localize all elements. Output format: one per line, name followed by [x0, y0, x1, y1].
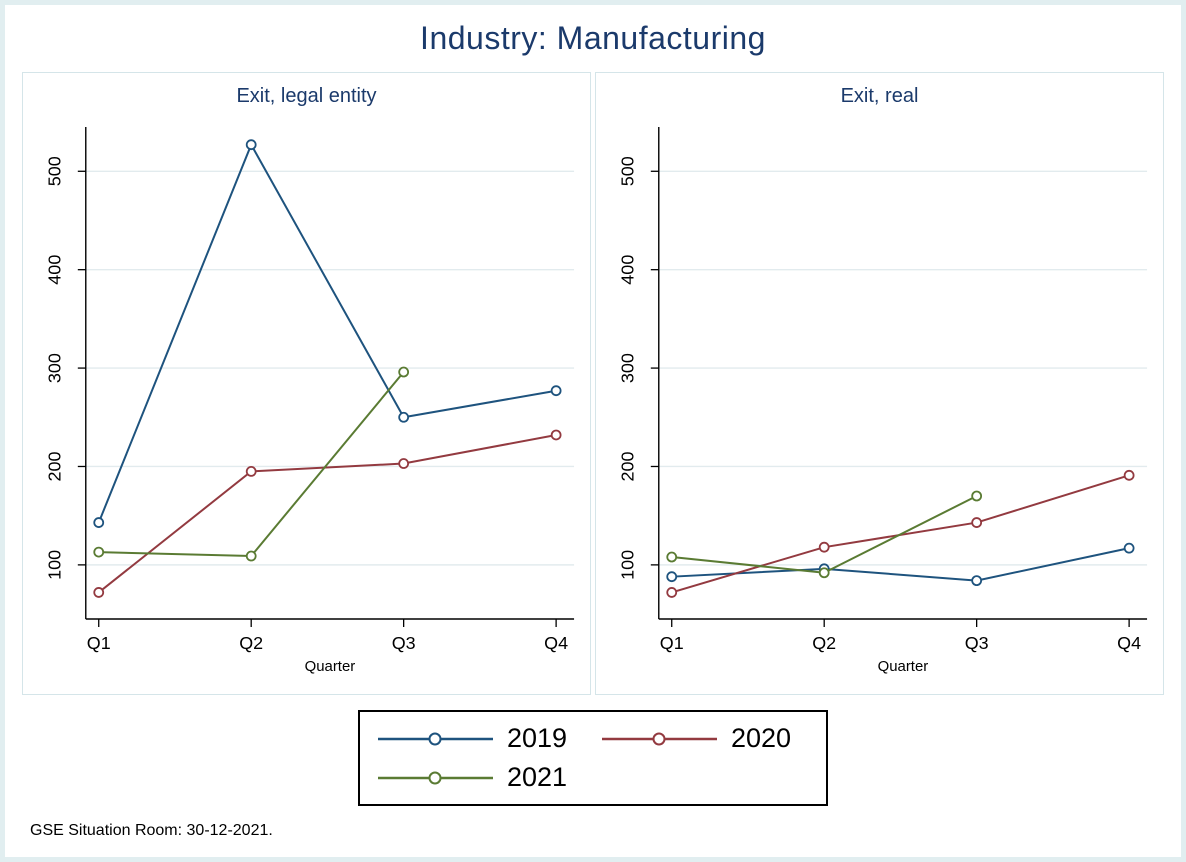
legend-box: 2019 2020 2021	[358, 710, 828, 806]
svg-text:300: 300	[45, 353, 65, 383]
legend-label-2021: 2021	[507, 762, 568, 792]
svg-text:200: 200	[45, 451, 65, 481]
svg-text:Q2: Q2	[812, 633, 836, 653]
svg-text:Q1: Q1	[87, 633, 111, 653]
svg-text:500: 500	[618, 156, 638, 186]
legend-label-2020: 2020	[731, 723, 792, 753]
svg-text:400: 400	[45, 255, 65, 285]
legend-entry-2020: 2020	[602, 723, 826, 754]
svg-text:Quarter: Quarter	[305, 658, 356, 675]
legend-swatch-2021-line-marker-icon	[378, 771, 493, 784]
svg-text:Q4: Q4	[1117, 633, 1141, 653]
plot-exit-legal-entity: 100 200 300 400 500 Q1 Q2 Q3 Q4 Quarter	[45, 127, 575, 675]
svg-text:100: 100	[45, 550, 65, 580]
legend-swatch-2019-line-marker-icon	[378, 732, 493, 745]
plot-exit-real: 100 200 300 400 500 Q1 Q2 Q3 Q4 Quarter	[618, 127, 1148, 675]
svg-text:100: 100	[618, 550, 638, 580]
legend-swatch-2020-line-marker-icon	[602, 732, 717, 745]
panel-title-exit-real: Exit, real	[840, 84, 919, 107]
svg-text:200: 200	[618, 451, 638, 481]
figure-title: Industry: Manufacturing	[420, 20, 766, 56]
legend-entry-2019: 2019	[378, 723, 602, 754]
panels-row: Exit, legal entity 100 200 300 400 500 Q1 Q2 Q3…	[22, 72, 1164, 695]
svg-text:Q4: Q4	[544, 633, 568, 653]
svg-text:300: 300	[618, 353, 638, 383]
legend-entry-2021: 2021	[378, 762, 602, 793]
panel-exit-real: Exit, real 100 200 300 400 500 Q1 Q2 Q3 Q4 Quarte…	[595, 72, 1164, 695]
svg-text:Q3: Q3	[392, 633, 416, 653]
svg-text:Q3: Q3	[965, 633, 989, 653]
source-note: GSE Situation Room: 30-12-2021.	[30, 822, 273, 839]
legend-label-2019: 2019	[507, 723, 568, 753]
svg-text:Q2: Q2	[239, 633, 263, 653]
panel-title-exit-legal-entity: Exit, legal entity	[236, 84, 377, 107]
svg-text:Quarter: Quarter	[878, 658, 929, 675]
svg-text:Q1: Q1	[660, 633, 684, 653]
panel-exit-legal-entity: Exit, legal entity 100 200 300 400 500 Q1 Q2 Q3…	[22, 72, 591, 695]
svg-text:400: 400	[618, 255, 638, 285]
svg-text:500: 500	[45, 156, 65, 186]
